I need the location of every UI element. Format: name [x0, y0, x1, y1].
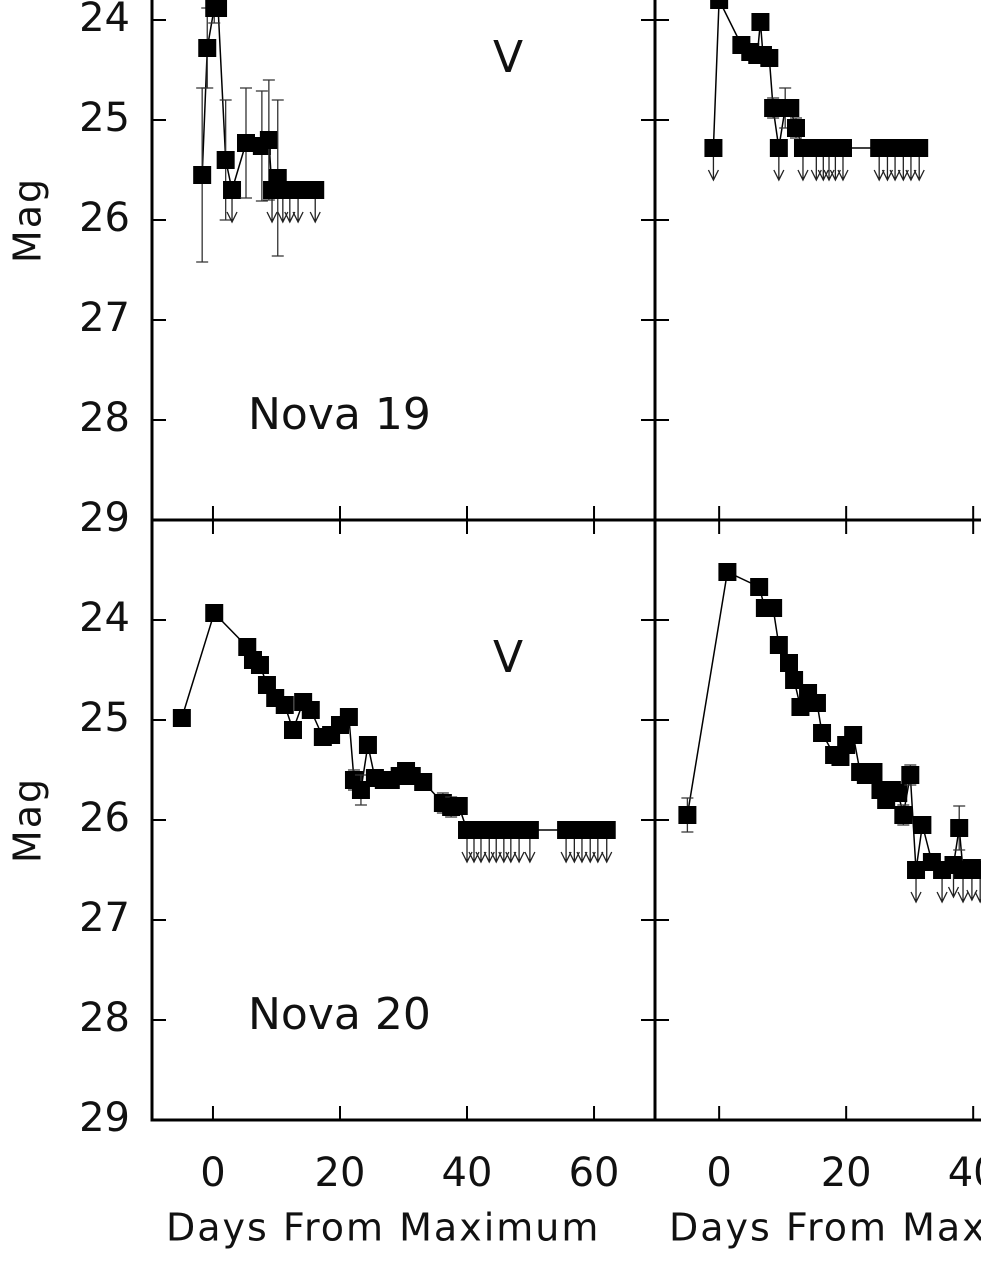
y-tick-label: 27: [79, 895, 130, 941]
data-point: [791, 698, 810, 716]
data-point: [718, 563, 737, 581]
y-tick-label: 29: [79, 1095, 130, 1141]
data-point: [704, 139, 723, 157]
data-point: [950, 819, 969, 837]
data-point: [193, 166, 212, 184]
nova-label: Nova 19: [248, 389, 431, 440]
data-point: [764, 599, 783, 617]
y-tick-label: 28: [79, 995, 130, 1041]
data-point: [216, 151, 235, 169]
data-point: [781, 99, 800, 117]
light-curve: [712, 0, 920, 149]
y-tick-label: 28: [79, 395, 130, 441]
data-point: [910, 139, 929, 157]
data-point: [780, 654, 799, 672]
x-tick-label: 40: [948, 1150, 981, 1196]
y-axis-label: Mag: [6, 777, 50, 863]
data-point: [813, 724, 832, 742]
y-tick-label: 29: [79, 495, 130, 541]
data-point: [289, 181, 308, 199]
x-tick-label: 0: [706, 1150, 731, 1196]
data-point: [275, 696, 294, 714]
data-point: [907, 861, 926, 879]
band-label: V: [493, 632, 523, 683]
x-tick-label: 40: [442, 1150, 493, 1196]
band-label: V: [493, 32, 523, 83]
y-tick-label: 25: [79, 695, 130, 741]
data-point: [710, 0, 729, 9]
data-point: [205, 604, 224, 622]
data-point: [769, 636, 788, 654]
data-point: [597, 821, 616, 839]
y-tick-label: 24: [79, 595, 130, 641]
data-point: [223, 181, 242, 199]
x-axis-label: Days From Maximum: [166, 1206, 600, 1250]
data-point: [520, 821, 539, 839]
x-tick-label: 20: [315, 1150, 366, 1196]
x-tick-label: 20: [821, 1150, 872, 1196]
data-point: [259, 131, 278, 149]
data-point: [198, 39, 217, 57]
data-point: [283, 721, 302, 739]
data-point: [864, 763, 883, 781]
data-point: [769, 139, 788, 157]
data-point: [785, 671, 804, 689]
data-point: [358, 736, 377, 754]
data-point: [306, 181, 325, 199]
data-point: [172, 709, 191, 727]
data-point: [889, 784, 908, 802]
y-tick-label: 27: [79, 295, 130, 341]
y-tick-label: 26: [79, 195, 130, 241]
y-tick-label: 25: [79, 95, 130, 141]
data-point: [894, 806, 913, 824]
data-point: [250, 656, 269, 674]
data-point: [236, 134, 255, 152]
data-point: [913, 816, 932, 834]
nova-label: Nova 20: [248, 989, 431, 1040]
panel-frame: [653, 0, 981, 522]
x-tick-label: 60: [569, 1150, 620, 1196]
data-point: [750, 578, 769, 596]
data-point: [807, 694, 826, 712]
x-tick-label: 0: [200, 1150, 225, 1196]
light-curve: [686, 570, 981, 871]
data-point: [449, 797, 468, 815]
data-point: [751, 13, 770, 31]
data-point: [760, 49, 779, 67]
data-point: [844, 726, 863, 744]
data-point: [678, 806, 697, 824]
panel-frame: [150, 0, 657, 522]
panel-frame: [653, 518, 981, 1122]
y-axis-label: Mag: [6, 177, 50, 263]
x-axis-label: Days From Maximum: [669, 1206, 981, 1250]
y-tick-label: 24: [79, 0, 130, 41]
data-point: [971, 861, 981, 879]
data-point: [786, 119, 805, 137]
data-point: [339, 708, 358, 726]
data-point: [301, 701, 320, 719]
data-point: [414, 773, 433, 791]
data-point: [351, 781, 370, 799]
data-point: [833, 139, 852, 157]
data-point: [901, 766, 920, 784]
data-point: [209, 0, 228, 17]
y-tick-label: 26: [79, 795, 130, 841]
